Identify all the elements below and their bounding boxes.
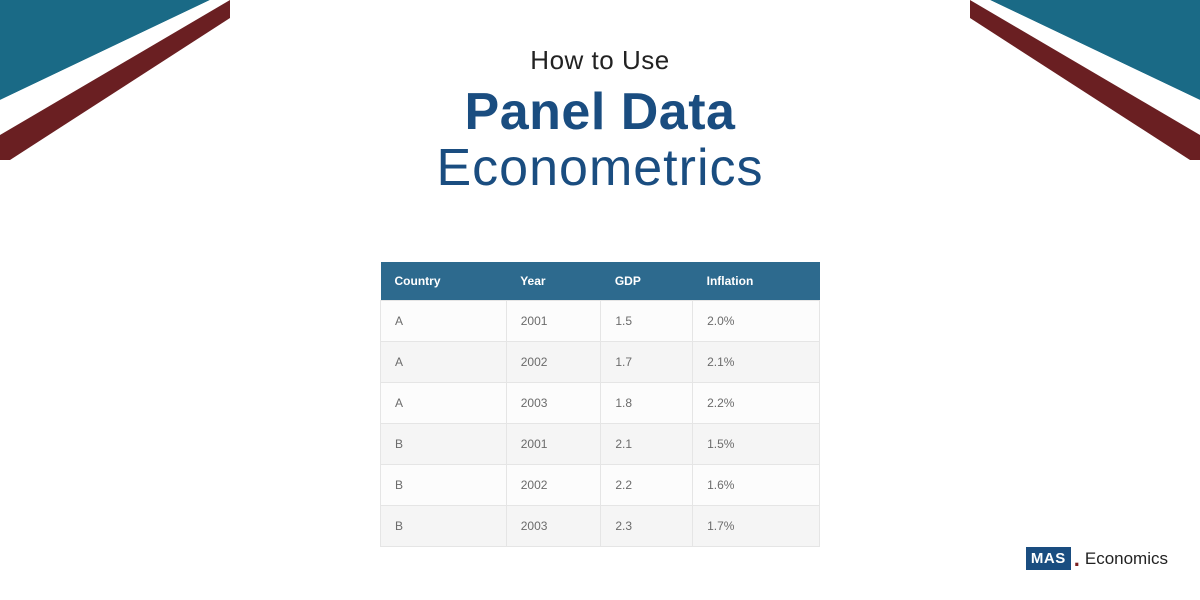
title-block: How to Use Panel Data Econometrics	[0, 45, 1200, 198]
table-cell: 2.1	[601, 424, 693, 465]
table-header-cell: GDP	[601, 262, 693, 301]
logo-text: Economics	[1085, 549, 1168, 569]
table-row: B20032.31.7%	[381, 506, 820, 547]
table-body: A20011.52.0%A20021.72.1%A20031.82.2%B200…	[381, 301, 820, 547]
table-row: B20022.21.6%	[381, 465, 820, 506]
table-row: A20021.72.1%	[381, 342, 820, 383]
brand-logo: MAS . Economics	[1026, 547, 1168, 570]
table-cell: 2003	[506, 506, 601, 547]
table-row: B20012.11.5%	[381, 424, 820, 465]
table-cell: 2002	[506, 465, 601, 506]
table-cell: 2.1%	[693, 342, 820, 383]
table-cell: 2002	[506, 342, 601, 383]
table-cell: A	[381, 301, 507, 342]
table-header-row: CountryYearGDPInflation	[381, 262, 820, 301]
table-cell: B	[381, 424, 507, 465]
table-cell: B	[381, 465, 507, 506]
title-line-2: Panel Data	[0, 82, 1200, 142]
table-cell: 1.7	[601, 342, 693, 383]
table-cell: B	[381, 506, 507, 547]
table-cell: A	[381, 342, 507, 383]
table-cell: 2003	[506, 383, 601, 424]
table-cell: A	[381, 383, 507, 424]
table-row: A20031.82.2%	[381, 383, 820, 424]
table-header-cell: Year	[506, 262, 601, 301]
table-cell: 1.5	[601, 301, 693, 342]
logo-box: MAS	[1026, 547, 1071, 570]
table-cell: 1.7%	[693, 506, 820, 547]
panel-data-table: CountryYearGDPInflation A20011.52.0%A200…	[380, 262, 820, 547]
table-header-cell: Country	[381, 262, 507, 301]
title-line-1: How to Use	[0, 45, 1200, 76]
table-cell: 2001	[506, 301, 601, 342]
table-header-cell: Inflation	[693, 262, 820, 301]
table-cell: 2001	[506, 424, 601, 465]
table-cell: 1.8	[601, 383, 693, 424]
table-cell: 2.2%	[693, 383, 820, 424]
table-row: A20011.52.0%	[381, 301, 820, 342]
table-cell: 2.0%	[693, 301, 820, 342]
table-cell: 1.5%	[693, 424, 820, 465]
table-cell: 2.3	[601, 506, 693, 547]
table-cell: 2.2	[601, 465, 693, 506]
title-line-3: Econometrics	[0, 138, 1200, 198]
table-cell: 1.6%	[693, 465, 820, 506]
